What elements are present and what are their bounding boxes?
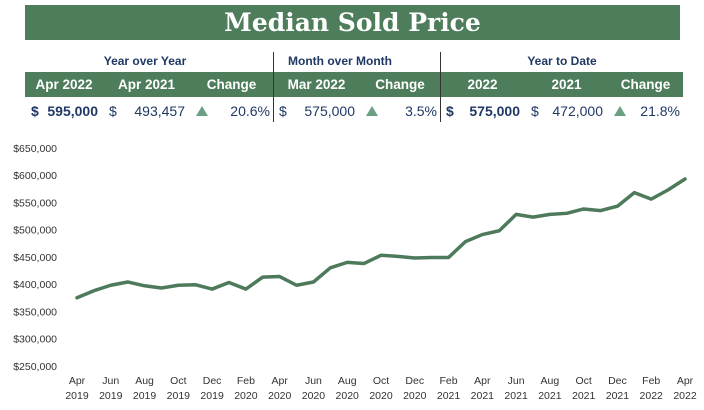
separator [273,52,274,122]
column-header: 2022 [467,77,498,92]
amount: 575,000 [304,103,355,119]
group-header: Year over Year [103,54,187,68]
x-tick-label: Dec 2021 [605,375,630,402]
y-tick-label: $250,000 [13,361,57,373]
x-tick-label: Apr 2021 [470,375,495,402]
amount: 595,000 [47,103,98,119]
change-value: 21.8% [640,103,680,119]
group-header: Year to Date [527,54,597,68]
x-tick-label: Jun 2019 [99,375,123,402]
x-tick-label: Apr 2020 [267,375,292,402]
amount: 493,457 [134,103,185,119]
y-tick-label: $600,000 [13,170,57,182]
x-tick-label: Apr 2022 [673,375,697,402]
y-tick-label: $450,000 [13,252,57,264]
up-triangle [614,106,626,116]
column-header: Change [375,77,425,92]
amount: 575,000 [469,103,520,119]
currency-symbol: $ [31,103,39,119]
x-tick-label: Aug 2019 [132,375,157,402]
column-header: Apr 2021 [117,77,176,92]
column-header: Change [620,77,671,92]
change-value: 20.6% [230,103,270,119]
x-tick-label: Oct 2020 [369,375,393,402]
currency-symbol: $ [279,103,287,119]
separator [440,52,441,122]
x-tick-label: Oct 2021 [571,375,596,402]
title: Median Sold Price [25,5,680,40]
x-tick-label: Aug 2021 [538,375,562,402]
x-tick-label: Dec 2020 [403,375,427,402]
column-header: Mar 2022 [287,77,346,92]
group-header: Month over Month [288,54,392,68]
column-header: 2021 [551,77,582,92]
y-tick-label: $300,000 [13,334,57,346]
y-tick-label: $650,000 [13,143,57,155]
x-tick-label: Dec 2019 [200,375,224,402]
x-tick-label: Aug 2020 [335,375,359,402]
x-tick-label: Oct 2019 [166,375,191,402]
y-tick-label: $350,000 [13,306,57,318]
amount: 472,000 [552,103,603,119]
x-tick-label: Feb 2022 [639,375,663,402]
header-band [25,72,683,97]
column-header: Change [206,77,257,92]
change-value: 3.5% [405,103,437,119]
column-header: Apr 2022 [35,77,93,92]
up-triangle [366,106,378,116]
y-tick-label: $500,000 [13,225,57,237]
currency-symbol: $ [446,103,454,119]
price-line [75,177,687,300]
x-tick-label: Jun 2020 [301,375,326,402]
x-tick-label: Feb 2020 [234,375,258,402]
x-tick-label: Apr 2019 [65,375,89,402]
up-triangle [196,106,208,116]
currency-symbol: $ [109,103,117,119]
x-tick-label: Jun 2021 [504,375,528,402]
currency-symbol: $ [531,103,539,119]
y-tick-label: $550,000 [13,197,57,209]
y-tick-label: $400,000 [13,279,57,291]
x-tick-label: Feb 2021 [436,375,461,402]
